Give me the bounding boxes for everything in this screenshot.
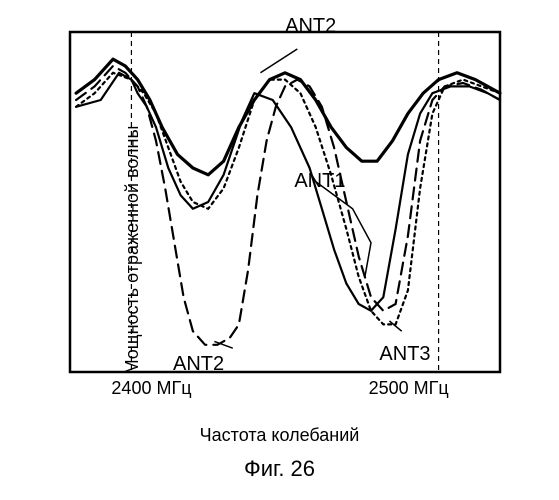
x-tick-left: 2400 МГц — [111, 378, 191, 399]
series-ant3 — [76, 73, 500, 325]
figure: Мощность отраженной волны 2400 МГц 2500 … — [0, 0, 559, 500]
x-axis-label: Частота колебаний — [0, 425, 559, 446]
series-ant2_upper — [76, 59, 500, 175]
label-ant1: ANT1 — [294, 170, 345, 193]
label-ant3: ANT3 — [379, 343, 430, 366]
series-ant1 — [76, 73, 500, 311]
label-ant2-lower: ANT2 — [173, 353, 224, 376]
x-tick-right: 2500 МГц — [369, 378, 449, 399]
label-ant2-upper: ANT2 — [285, 15, 336, 38]
series-ant2_lower — [76, 66, 500, 345]
figure-caption: Фиг. 26 — [0, 456, 559, 482]
